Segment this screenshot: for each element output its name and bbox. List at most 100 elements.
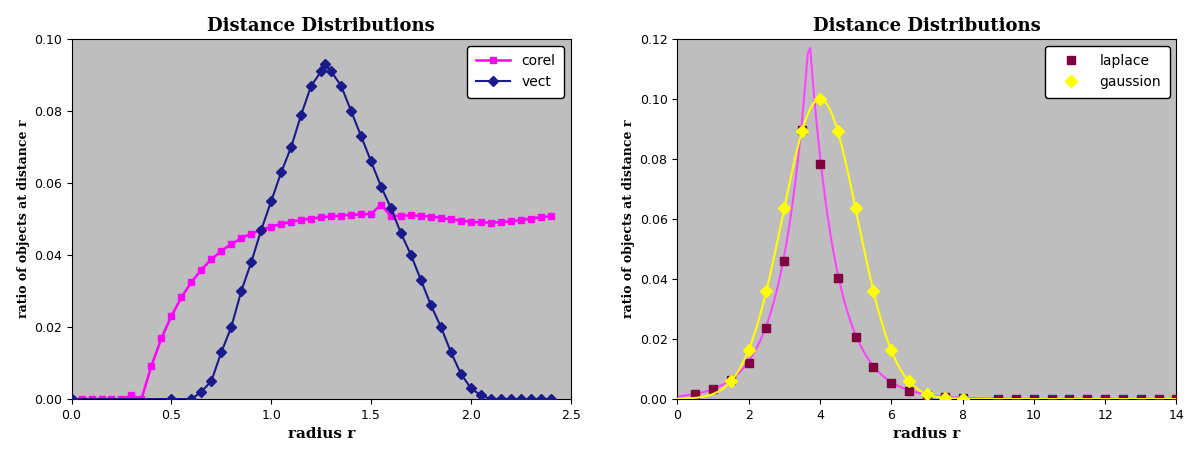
corel — [174, 294, 189, 300]
vect — [484, 396, 498, 402]
X-axis label: radius r: radius r — [894, 427, 961, 442]
vect — [165, 396, 179, 402]
corel — [324, 213, 339, 219]
Line: corel: corel — [68, 202, 554, 402]
corel — [374, 202, 388, 207]
laplace — [688, 392, 703, 397]
corel — [104, 396, 119, 402]
vect — [324, 69, 339, 74]
vect — [334, 83, 348, 88]
corel — [135, 396, 149, 402]
corel — [484, 220, 498, 225]
gaussion — [741, 348, 755, 353]
vect — [404, 252, 418, 258]
gaussion — [777, 206, 791, 211]
laplace — [902, 388, 916, 393]
corel — [404, 213, 418, 218]
Y-axis label: ratio of objects at distance r: ratio of objects at distance r — [622, 120, 635, 318]
vect — [424, 303, 438, 308]
gaussion — [938, 395, 952, 401]
gaussion — [920, 391, 934, 397]
vect — [364, 158, 378, 164]
corel — [195, 267, 209, 273]
corel — [283, 219, 298, 224]
corel — [544, 213, 558, 219]
laplace — [1170, 396, 1184, 402]
vect — [264, 198, 279, 204]
corel — [274, 221, 288, 227]
corel — [443, 217, 458, 222]
corel — [384, 214, 399, 219]
vect — [514, 396, 528, 402]
corel — [255, 227, 269, 233]
Title: Distance Distributions: Distance Distributions — [813, 16, 1041, 35]
laplace — [1098, 396, 1112, 402]
vect — [318, 61, 333, 67]
laplace — [1116, 396, 1130, 402]
Title: Distance Distributions: Distance Distributions — [208, 16, 435, 35]
vect — [524, 396, 538, 402]
laplace — [1152, 396, 1166, 402]
gaussion — [723, 379, 737, 384]
corel — [294, 217, 309, 223]
vect — [414, 278, 429, 283]
vect — [313, 69, 328, 74]
gaussion — [813, 96, 827, 102]
corel — [464, 219, 478, 224]
Line: vect: vect — [68, 61, 555, 403]
vect — [544, 396, 558, 402]
laplace — [741, 360, 755, 365]
X-axis label: radius r: radius r — [287, 427, 354, 442]
corel — [234, 235, 249, 241]
vect — [443, 349, 458, 355]
laplace — [706, 387, 721, 392]
Line: laplace: laplace — [691, 126, 1181, 403]
laplace — [938, 394, 952, 399]
vect — [195, 389, 209, 395]
corel — [84, 396, 98, 402]
corel — [454, 218, 468, 224]
laplace — [777, 258, 791, 264]
vect — [283, 144, 298, 150]
corel — [524, 216, 538, 221]
corel — [424, 214, 438, 219]
Line: gaussion: gaussion — [727, 95, 967, 403]
gaussion — [902, 379, 916, 384]
laplace — [831, 276, 846, 281]
laplace — [1045, 396, 1059, 402]
vect — [65, 396, 79, 402]
corel — [204, 256, 219, 262]
laplace — [1080, 396, 1094, 402]
corel — [434, 215, 448, 221]
laplace — [759, 326, 773, 331]
corel — [74, 396, 89, 402]
gaussion — [884, 348, 898, 353]
corel — [225, 241, 239, 247]
vect — [274, 169, 288, 175]
vect — [473, 393, 488, 398]
corel — [354, 212, 369, 217]
vect — [214, 349, 228, 355]
corel — [154, 336, 168, 341]
vect — [533, 396, 548, 402]
vect — [354, 133, 369, 139]
vect — [255, 227, 269, 233]
corel — [65, 396, 79, 402]
Legend: laplace, gaussion: laplace, gaussion — [1045, 46, 1170, 98]
corel — [334, 213, 348, 218]
corel — [364, 211, 378, 217]
corel — [114, 396, 129, 402]
corel — [514, 217, 528, 223]
corel — [304, 216, 318, 221]
vect — [244, 260, 258, 265]
laplace — [1062, 396, 1076, 402]
laplace — [991, 396, 1005, 402]
vect — [464, 386, 478, 391]
vect — [184, 396, 198, 402]
vect — [503, 396, 518, 402]
vect — [494, 396, 508, 402]
corel — [95, 396, 109, 402]
corel — [184, 279, 198, 285]
corel — [165, 313, 179, 319]
vect — [204, 378, 219, 384]
